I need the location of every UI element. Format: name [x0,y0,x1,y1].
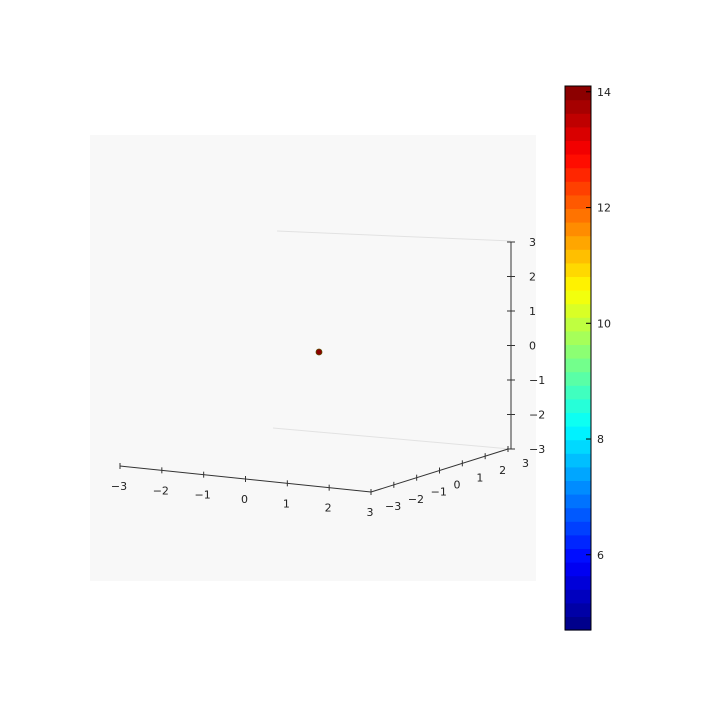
colorbar-band [565,99,591,114]
colorbar-band [565,181,591,196]
colorbar-band [565,466,591,481]
x-tick-label: −3 [111,480,127,493]
y-tick-label: −3 [385,500,401,513]
colorbar-band [565,194,591,209]
y-tick-label: 3 [522,457,529,470]
x-tick-label: −2 [153,484,169,497]
y-axis: −3 −2 −1 0 1 2 3 [370,446,529,513]
z-tick-label: 3 [529,236,536,249]
z-tick-label: 0 [529,340,536,353]
colorbar-band [565,358,591,373]
colorbar-band [565,426,591,441]
scatter-point [315,348,323,356]
colorbar-band [565,235,591,250]
colorbar-band [565,480,591,495]
colorbar-band [565,616,591,631]
colorbar-band [565,602,591,617]
colorbar-band [565,534,591,549]
colorbar-band [565,290,591,305]
z-tick-label: 1 [529,305,536,318]
colorbar-band [565,113,591,128]
colorbar-tick-label: 6 [597,549,604,562]
colorbar-band [565,371,591,386]
x-axis: −3 −2 −1 0 1 2 3 [111,463,374,519]
colorbar-band [565,262,591,277]
pane-edges [272,230,512,450]
axes-pane [90,135,536,581]
colorbar-band [565,208,591,223]
colorbar-band [565,222,591,237]
colorbar-tick-label: 14 [597,86,611,99]
y-tick-label: −2 [408,493,424,506]
z-tick-label: 2 [529,271,536,284]
colorbar-band [565,439,591,454]
pane-edge-top [276,230,512,242]
colorbar-tick-label: 8 [597,433,604,446]
scatter-points [315,348,323,356]
colorbar-tick-label: 10 [597,317,611,330]
x-tick-label: 3 [367,506,374,519]
colorbar-band [565,167,591,182]
colorbar-tick-label: 12 [597,202,611,215]
colorbar-band [565,154,591,169]
z-tick-label: −1 [529,374,545,387]
y-tick-label: 0 [454,479,461,492]
colorbar-band [565,86,591,101]
colorbar-band [565,385,591,400]
colorbar-band [565,317,591,332]
colorbar-band [565,548,591,563]
colorbar-band [565,494,591,509]
y-tick-label: 2 [499,464,506,477]
colorbar-band [565,521,591,536]
x-tick-label: −1 [195,489,211,502]
colorbar-band [565,330,591,345]
y-tick-label: −1 [431,486,447,499]
colorbar-band [565,507,591,522]
colorbar-band [565,126,591,141]
colorbar-band [565,453,591,468]
pane-edge-bottom [272,427,512,450]
colorbar-band [565,562,591,577]
colorbar-band [565,249,591,264]
x-tick-label: 0 [241,493,248,506]
colorbar-band [565,575,591,590]
colorbar-band [565,303,591,318]
colorbar-band [565,398,591,413]
colorbar: 6 8 10 12 14 [564,85,611,631]
z-axis: −3 −2 −1 0 1 2 3 [507,236,545,456]
colorbar-band [565,140,591,155]
x-tick-label: 2 [325,502,332,515]
colorbar-band [565,589,591,604]
colorbar-band [565,412,591,427]
z-tick-label: −2 [529,409,545,422]
colorbar-frame [564,85,592,631]
y-tick-label: 1 [476,471,483,484]
z-tick-label: −3 [529,443,545,456]
colorbar-band [565,276,591,291]
colorbar-band [565,344,591,359]
x-tick-label: 1 [283,497,290,510]
